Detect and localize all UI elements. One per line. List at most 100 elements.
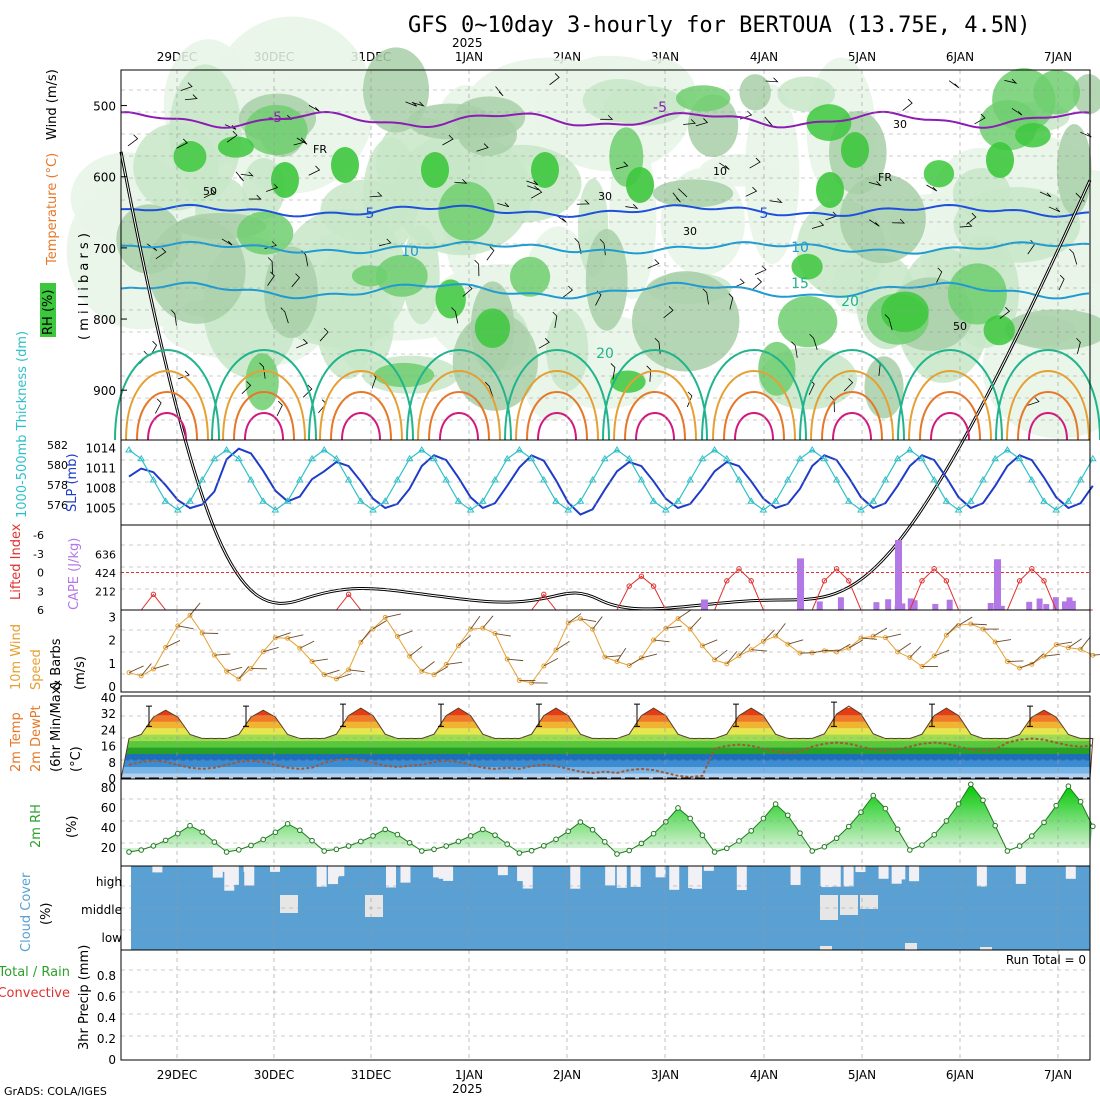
cloud-gap-high [443, 866, 454, 881]
wind-barb-10m [872, 627, 888, 637]
cloud-gap-high [243, 866, 254, 872]
wind-barb-10m [1007, 660, 1024, 662]
rh-shading [220, 73, 341, 108]
isotherm-lower [114, 349, 220, 441]
temp2m-ylabel: 2m Temp [9, 712, 24, 772]
rh-marker [138, 847, 144, 853]
wind-speed-marker [224, 668, 230, 674]
wind-speed-marker [333, 676, 339, 682]
thickness-marker [1088, 454, 1097, 462]
date-label-bottom: 7JAN [1044, 1068, 1072, 1082]
wind-barb-10m [958, 616, 973, 626]
rh-marker [785, 812, 791, 819]
cape-bar [1026, 601, 1033, 610]
temp2m-ylabel: (6hr Min/Max) [49, 682, 64, 772]
rh-shading [923, 160, 955, 188]
rh-marker [821, 843, 828, 850]
rh-marker [333, 846, 340, 853]
wind-barb [308, 165, 321, 176]
wind-barb-10m [494, 633, 511, 637]
rh-shading [1056, 124, 1092, 215]
temp-tick: 8 [108, 756, 116, 770]
date-label-top: 5JAN [848, 50, 876, 64]
slp-tick: 1014 [85, 441, 116, 455]
wind-speed-marker [297, 645, 303, 651]
li-tick: 0 [37, 567, 44, 580]
rh-marker [272, 829, 279, 836]
cloud-gap-high [821, 866, 832, 888]
lifted-index-marker [846, 578, 852, 584]
rh-marker [589, 826, 596, 833]
wind-barb [495, 86, 504, 97]
wind-barb-10m [446, 661, 463, 665]
wind-speed-marker [943, 632, 949, 638]
isotherm-lower [125, 370, 209, 441]
wind-barb [1076, 337, 1081, 354]
thickness-marker [381, 497, 390, 504]
wind-speed-marker [687, 626, 693, 632]
contour-label: 30 [598, 190, 612, 203]
cloud-level-middle: middle [81, 903, 122, 917]
wind-barb-10m [336, 673, 352, 680]
rh-marker [162, 837, 169, 844]
rh-marker [345, 843, 352, 849]
temp-tick: 24 [101, 723, 116, 737]
temp2m-ylabel: (°C) [69, 746, 84, 772]
wind-barb [1011, 108, 1023, 116]
wind-barb-10m [421, 661, 435, 672]
wind-barb-10m [409, 646, 423, 657]
wind-barb-10m [665, 625, 682, 629]
wind-barb [902, 98, 913, 111]
rh-shading [603, 85, 686, 126]
cloud-gap-high [328, 866, 339, 878]
wind-speed-marker [321, 672, 327, 678]
wind-barb [266, 183, 279, 192]
temp-band [121, 714, 1090, 722]
cloud-gap-high [244, 866, 255, 886]
rh-fill [121, 784, 1093, 854]
footer-credit: GrADS: COLA/IGES [4, 1085, 107, 1098]
temp-band [121, 746, 1090, 755]
wind-barb [600, 115, 614, 120]
lifted-index-marker [724, 578, 730, 584]
rh-marker [968, 781, 974, 788]
wind-barb-10m [702, 639, 718, 647]
wind-barb [926, 184, 938, 192]
wind-barb-10m [628, 656, 644, 666]
wind-barb-10m [324, 669, 340, 676]
rh-tick: 60 [101, 801, 116, 815]
isotherm-lower [712, 370, 796, 441]
temp-tick: 16 [101, 740, 116, 754]
isotherm-lower [919, 391, 981, 441]
isotherm-lower [897, 349, 1003, 441]
cape-bar [797, 558, 804, 610]
rh-shading [376, 116, 465, 209]
precip-ylabel: 3hr Precip (mm) [77, 945, 92, 1050]
wind-tick: 3 [108, 610, 116, 624]
cloud-gap-high [497, 866, 508, 876]
cape-ylabel: CAPE (J/kg) [67, 538, 82, 610]
isotherm-lower [428, 391, 490, 441]
wind-barb [695, 118, 709, 127]
rh-marker [894, 826, 901, 833]
wind-barb [221, 238, 233, 246]
rh-marker [492, 832, 498, 838]
cape-bar [701, 599, 708, 610]
contour-label: 15 [791, 276, 809, 292]
isotherm-lower [417, 370, 501, 441]
cloud-gap-high [316, 866, 327, 887]
thickness-marker [954, 506, 963, 513]
thickness-marker [588, 476, 597, 483]
thickness-marker [905, 446, 914, 453]
rh-shading [373, 362, 435, 388]
wind-speed-marker [760, 638, 766, 644]
rh-marker [1065, 783, 1072, 789]
precip-tick: 0.6 [97, 990, 116, 1004]
freezing-level-inner [120, 151, 1091, 610]
thickness-marker [576, 497, 585, 504]
cape-bar [816, 601, 823, 610]
rh-marker [1053, 802, 1059, 809]
rh-shading [632, 271, 740, 372]
rh-marker [236, 847, 242, 853]
wind-barb-10m [543, 658, 559, 667]
